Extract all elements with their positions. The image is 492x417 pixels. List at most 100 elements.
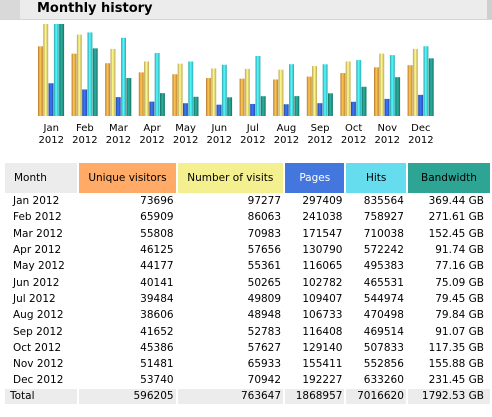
total-unique-visitors: 596205 [79,388,176,404]
row-bandwidth: 91.74 GB [435,244,484,257]
row-number-of-visits: 55361 [247,260,282,273]
row-number-of-visits: 57627 [247,341,282,354]
x-tick-label: 2012 [106,135,131,146]
x-tick-label: May [175,123,196,134]
row-unique-visitors: 41652 [140,325,174,338]
row-pages: 192227 [302,374,343,387]
row-number-of-visits: 57656 [247,244,282,257]
row-bandwidth: 369.44 GB [428,195,484,208]
chart-bars [38,24,434,116]
x-tick-label: Jan [43,123,59,134]
bar-unique-visitors [340,73,346,116]
row-bandwidth: 79.84 GB [435,309,484,322]
bar-bandwidth [59,24,65,116]
bar-bandwidth [92,48,98,116]
row-month: Dec 2012 [13,374,64,387]
title-accent [0,0,20,19]
row-number-of-visits: 70942 [247,374,282,387]
x-tick-label: 2012 [408,135,433,146]
bar-number-of-visits [177,63,183,116]
bar-hits [121,37,126,116]
x-tick-label: Jun [210,123,227,134]
row-pages: 241038 [302,211,343,224]
bar-pages [283,104,289,116]
row-pages: 116065 [302,260,343,273]
row-month: Aug 2012 [13,309,64,322]
table-row: Feb 2012 65909 86063 241038 758927 271.61 GB [5,209,490,225]
x-tick-label: 2012 [375,135,400,146]
row-hits: 552856 [363,358,404,371]
row-unique-visitors: 73696 [140,195,174,208]
row-number-of-visits: 86063 [247,211,282,224]
bar-bandwidth [294,96,300,116]
table-row: Aug 2012 38606 48948 106733 470498 79.84 GB [5,307,490,323]
row-number-of-visits: 70983 [247,227,282,240]
monthly-history-chart: Jan2012Feb2012Mar2012Apr2012May2012Jun20… [38,24,434,146]
row-number-of-visits: 50265 [247,276,282,289]
total-hits: 7016620 [346,388,406,404]
x-tick-label: 2012 [240,135,265,146]
bar-bandwidth [260,96,266,116]
row-bandwidth: 152.45 GB [428,227,484,240]
bar-unique-visitors [407,65,413,116]
row-unique-visitors: 65909 [140,211,174,224]
bar-hits [188,61,194,116]
row-bandwidth: 91.07 GB [435,325,484,338]
total-bandwidth: 1792.53 GB [407,388,490,404]
row-hits: 465531 [363,276,404,289]
bar-unique-visitors [374,67,379,116]
row-pages: 130790 [302,244,343,257]
bar-hits [356,60,362,116]
row-unique-visitors: 40141 [140,276,174,289]
row-number-of-visits: 48948 [247,309,282,322]
bar-number-of-visits [144,61,149,116]
row-pages: 109407 [302,292,343,305]
x-tick-label: Mar [109,123,129,134]
row-number-of-visits: 49809 [247,292,282,305]
x-tick-label: Jul [246,123,259,134]
total-pages: 1868957 [285,388,345,404]
row-unique-visitors: 45386 [140,341,174,354]
bar-unique-visitors [71,53,77,116]
bar-unique-visitors [38,46,43,116]
bar-number-of-visits [278,69,284,116]
bar-bandwidth [126,78,132,116]
bar-hits [221,64,227,116]
bar-bandwidth [395,77,401,116]
bar-hits [255,56,261,116]
bar-unique-visitors [273,79,279,116]
x-tick-label: Sep [311,123,330,134]
monthly-stats-table: Month Unique visitors Number of visits P… [3,163,492,404]
bar-number-of-visits [244,68,250,116]
row-number-of-visits: 97277 [247,195,282,208]
row-pages: 116408 [302,325,343,338]
row-bandwidth: 79.45 GB [435,292,484,305]
table-header-row: Month Unique visitors Number of visits P… [5,163,490,193]
bar-unique-visitors [206,78,211,116]
bar-hits [154,52,160,116]
bar-pages [115,97,121,116]
row-month: Apr 2012 [13,244,62,257]
row-month: Jun 2012 [13,276,60,289]
row-unique-visitors: 44177 [140,260,174,273]
row-bandwidth: 155.88 GB [428,358,484,371]
row-hits: 633260 [363,374,404,387]
row-unique-visitors: 39484 [140,292,174,305]
row-hits: 469514 [363,325,404,338]
row-month: Feb 2012 [13,211,62,224]
row-bandwidth: 75.09 GB [435,276,484,289]
bar-pages [82,89,88,116]
row-bandwidth: 231.45 GB [428,374,484,387]
row-hits: 495383 [363,260,404,273]
row-hits: 507833 [363,341,404,354]
bar-pages [250,103,256,116]
bar-number-of-visits [379,53,385,116]
x-tick-label: 2012 [341,135,366,146]
bar-unique-visitors [239,78,245,116]
row-month: Jan 2012 [13,195,60,208]
table-row: Nov 2012 51481 65933 155411 552856 155.88 GB [5,356,490,372]
chart-month-labels: Jan2012Feb2012Mar2012Apr2012May2012Jun20… [39,123,434,146]
row-unique-visitors: 51481 [140,358,174,371]
bar-hits [53,24,59,116]
x-tick-label: 2012 [307,135,332,146]
